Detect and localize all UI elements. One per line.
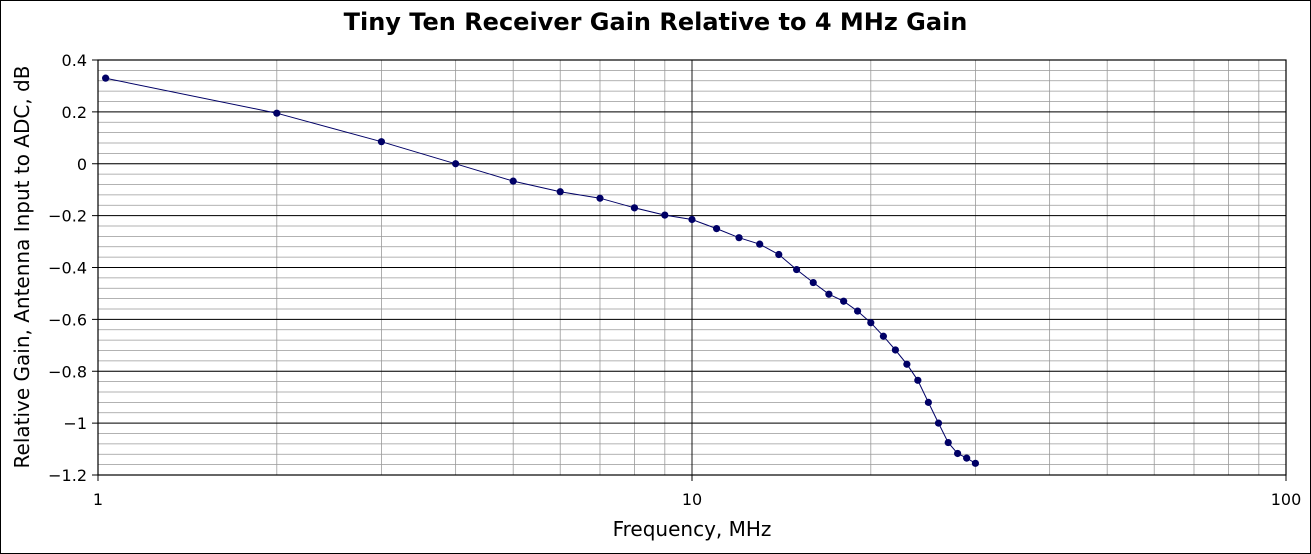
data-point — [377, 138, 386, 146]
data-point — [775, 250, 783, 259]
data-point — [914, 376, 922, 384]
data-point — [102, 74, 110, 82]
y-tick-label: −1 — [63, 414, 87, 433]
data-point — [891, 346, 899, 354]
data-point — [596, 194, 604, 202]
data-point — [954, 449, 962, 458]
y-tick-label: 0 — [77, 155, 87, 174]
data-point — [934, 419, 943, 427]
data-point — [809, 278, 817, 287]
y-tick-label: −0.2 — [48, 207, 87, 226]
y-tick-label: 0.4 — [62, 51, 87, 70]
chart-title: Tiny Ten Receiver Gain Relative to 4 MHz… — [343, 8, 968, 36]
data-point — [735, 234, 743, 242]
data-point — [630, 204, 639, 212]
data-point — [971, 459, 980, 467]
data-point — [792, 265, 801, 274]
data-point — [853, 307, 862, 315]
data-point — [712, 224, 721, 233]
y-tick-label: −0.4 — [48, 259, 87, 278]
x-tick-label: 10 — [682, 490, 702, 509]
data-point — [825, 290, 833, 298]
data-point — [924, 398, 932, 406]
data-point — [903, 360, 911, 368]
data-point — [879, 332, 887, 340]
data-point — [867, 319, 875, 327]
data-point — [273, 109, 281, 117]
y-tick-label: −1.2 — [48, 466, 87, 485]
x-tick-label: 1 — [93, 490, 103, 509]
series-line — [105, 77, 976, 464]
x-tick-label: 100 — [1271, 490, 1302, 509]
data-point — [756, 240, 764, 248]
data-point — [840, 297, 848, 305]
y-tick-label: −0.6 — [48, 310, 87, 329]
data-point — [661, 211, 669, 219]
data-point — [556, 188, 564, 196]
data-point — [452, 160, 460, 168]
data-point — [963, 454, 971, 462]
data-point — [944, 438, 952, 447]
data-point — [509, 177, 517, 185]
data-point — [688, 215, 696, 224]
x-axis-label: Frequency, MHz — [612, 517, 772, 541]
y-tick-label: 0.2 — [62, 103, 87, 122]
y-tick-label: −0.8 — [48, 362, 87, 381]
